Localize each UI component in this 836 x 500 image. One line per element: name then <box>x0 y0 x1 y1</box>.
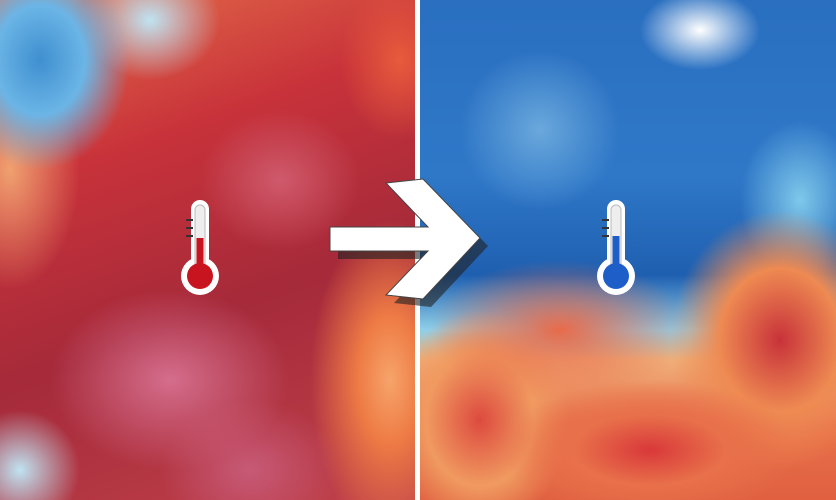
thermometer-cold-icon <box>597 200 635 295</box>
arrow-right-icon <box>329 178 488 307</box>
thermometer-hot-icon <box>181 200 219 295</box>
cold-temperature-map <box>420 0 836 500</box>
